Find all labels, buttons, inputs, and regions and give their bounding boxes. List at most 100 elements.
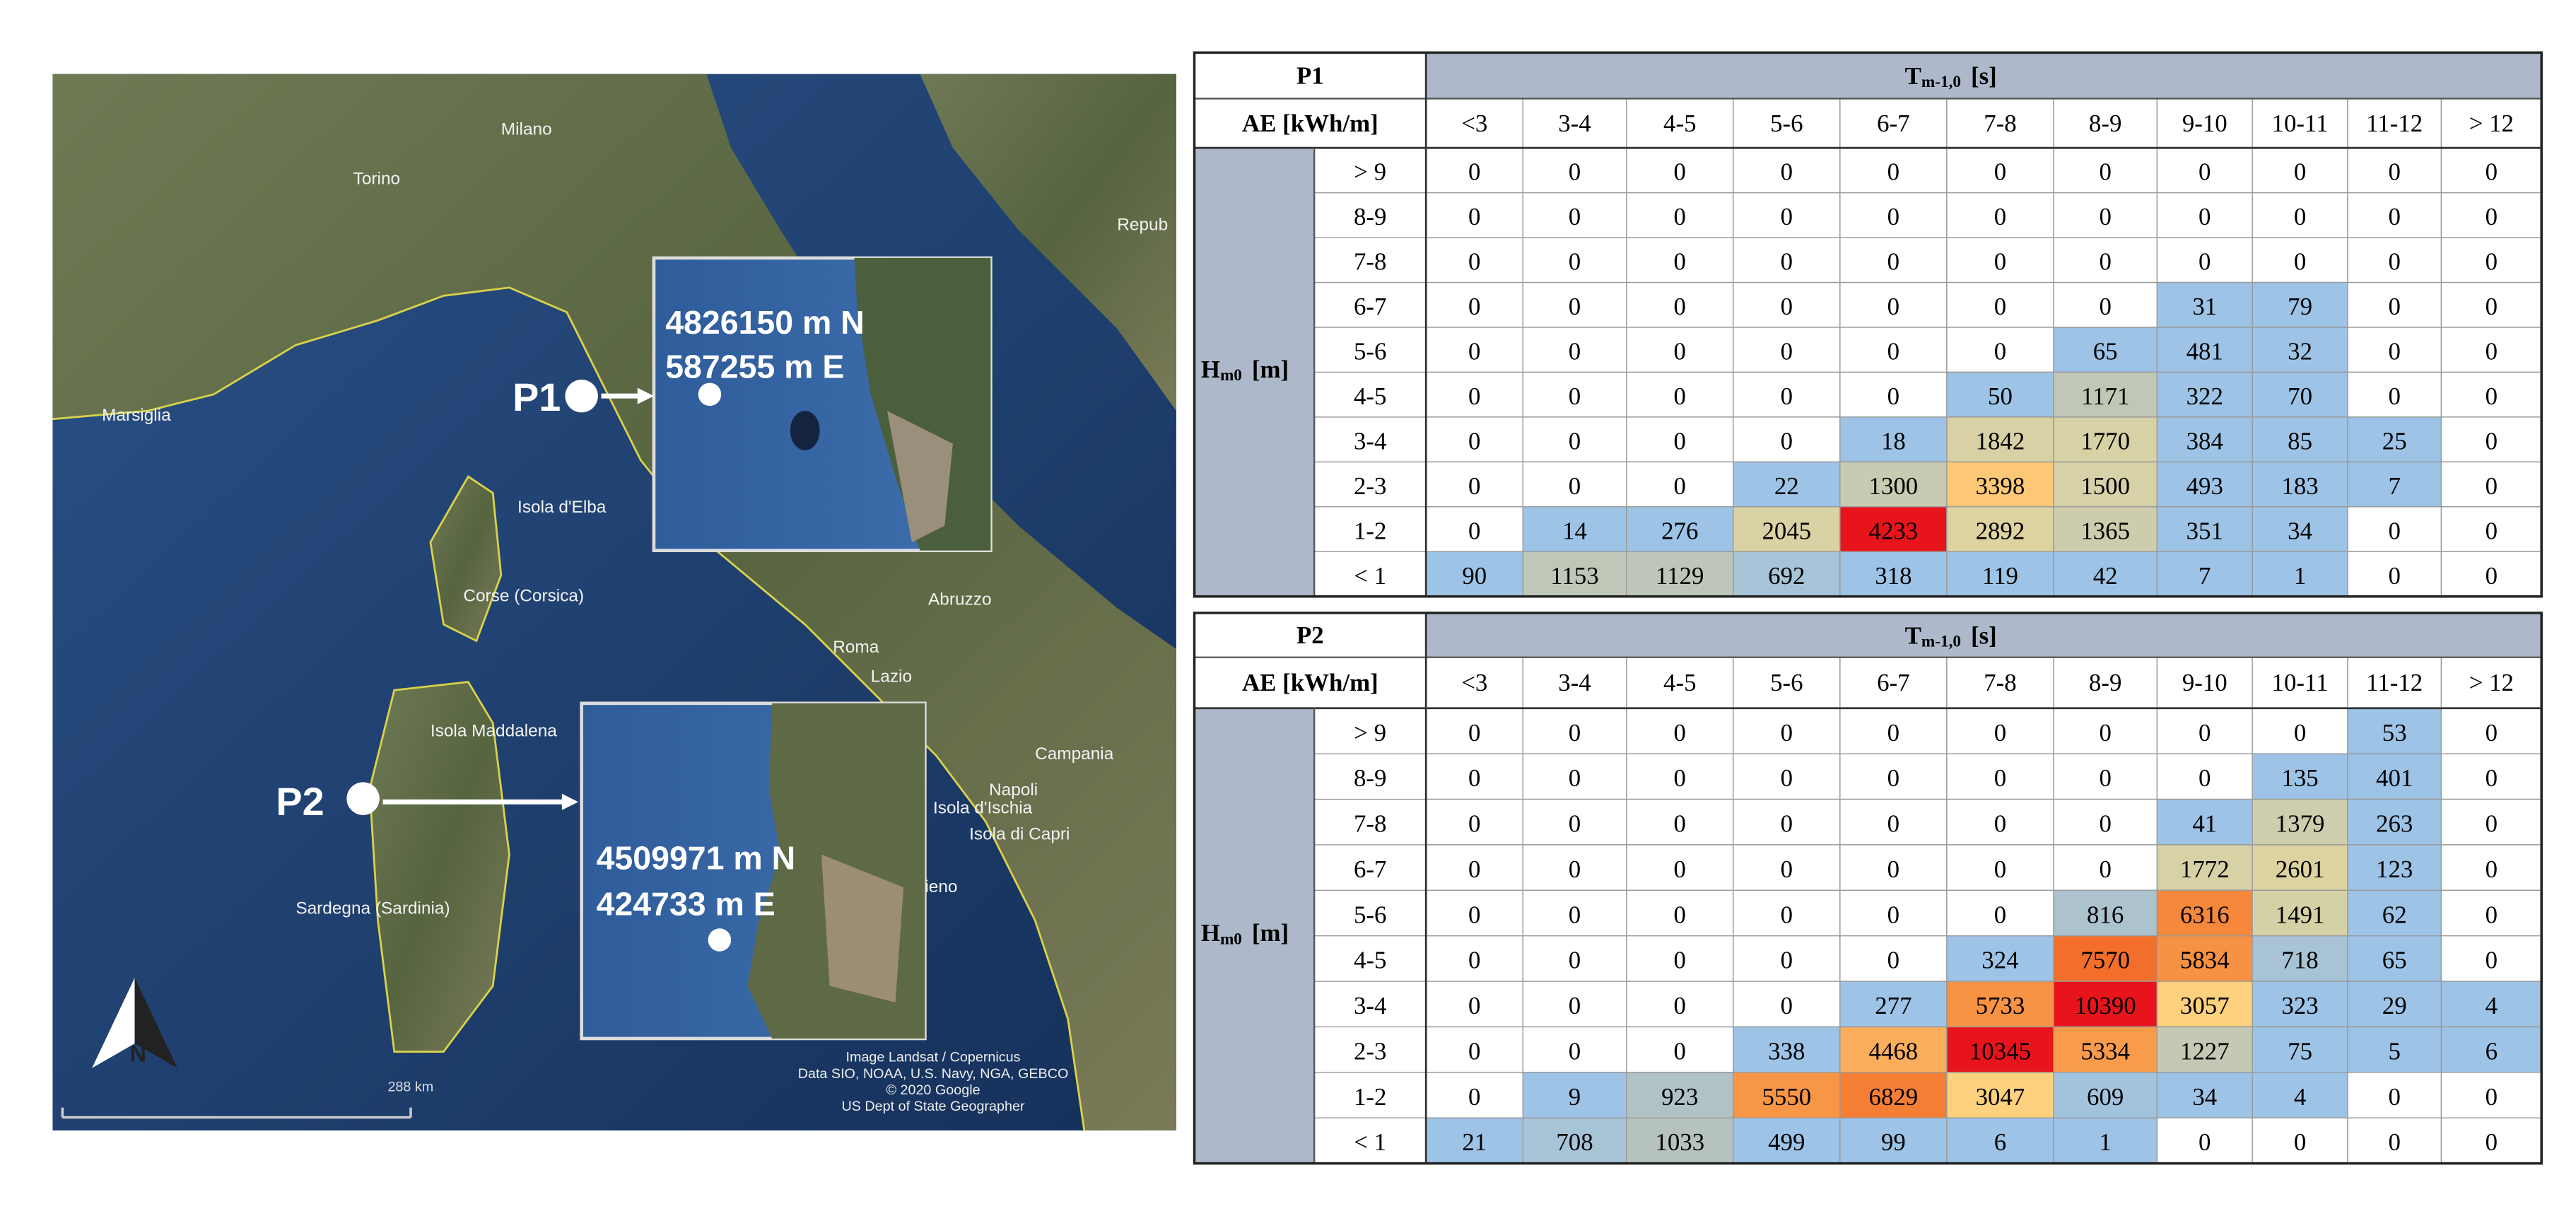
attribution: Data SIO, NOAA, U.S. Navy, NGA, GEBCO (798, 1066, 1069, 1082)
north-label: N (129, 1041, 146, 1067)
cell-value: 816 (2087, 901, 2124, 928)
cell-value: 34 (2288, 517, 2312, 544)
cell (1839, 461, 1948, 508)
cell (2156, 1072, 2253, 1118)
cell (2156, 281, 2253, 328)
cell (1425, 192, 1524, 238)
corner-label: AE [kWh/m] (1242, 669, 1378, 696)
col-label: 11-12 (2366, 669, 2423, 696)
cell-value: 6829 (1869, 1083, 1919, 1111)
cell-value: 0 (2388, 248, 2400, 276)
cell (2347, 551, 2442, 597)
cell-value: 4 (2486, 992, 2498, 1019)
cell (2053, 327, 2158, 373)
cell (2347, 1117, 2442, 1164)
place-label: Marsiglia (102, 406, 171, 425)
col-label: 5-6 (1770, 110, 1803, 137)
cell (2252, 1117, 2348, 1164)
cell (2440, 889, 2542, 937)
cell-value: 0 (1994, 203, 2006, 230)
cell (2053, 708, 2158, 754)
cell (2053, 1026, 2158, 1073)
cell-value: 0 (1674, 901, 1686, 928)
cell (2440, 416, 2542, 463)
cell (1946, 327, 2054, 373)
cell (2156, 1026, 2253, 1073)
cell (1733, 281, 1841, 328)
cell-value: 0 (2199, 248, 2211, 276)
easting: 424733 m E (597, 886, 775, 923)
cell-value: 0 (1569, 472, 1581, 500)
cell (1733, 844, 1841, 891)
row-header-sub: m0 (1220, 366, 1242, 385)
cell-value: 90 (1462, 562, 1487, 590)
cell-value: 1033 (1655, 1128, 1704, 1156)
row-label: < 1 (1354, 1128, 1386, 1156)
cell-value: 1772 (2180, 855, 2230, 883)
cell (2440, 237, 2542, 283)
cell-value: 31 (2192, 293, 2217, 320)
corner-label: AE [kWh/m] (1242, 110, 1378, 137)
tables: 0 0 0 0 0 0 0 0 0 0 0 > 9 0 0 0 0 0 0 0 0 0 0 0 8-9 0 0 0 0 0 0 0 0 0 0 0 7… (1193, 51, 2543, 1165)
col-label: 8-9 (2089, 110, 2121, 137)
cell (1733, 506, 1841, 552)
attribution: US Dept of State Geographer (841, 1099, 1024, 1114)
cell (2053, 147, 2158, 194)
cell-value: 4233 (1869, 517, 1919, 544)
cell-value: 0 (2486, 855, 2498, 883)
cell-value: 0 (1781, 810, 1793, 838)
cell-value: 1227 (2180, 1037, 2230, 1065)
cell-value: 0 (1569, 992, 1581, 1019)
col-label: 7-8 (1984, 110, 2016, 137)
cell-value: 0 (1674, 947, 1686, 974)
cell-value: 0 (2294, 248, 2306, 276)
col-label: 4-5 (1663, 110, 1696, 137)
cell-value: 276 (1661, 517, 1698, 544)
cell-value: 0 (1569, 293, 1581, 320)
cell-value: 1365 (2080, 517, 2130, 544)
cell-value: 5834 (2180, 947, 2230, 974)
cell-value: 3398 (1976, 472, 2025, 500)
cell (1522, 844, 1627, 891)
cell-value: 493 (2186, 472, 2223, 500)
cell-value: 0 (2486, 947, 2498, 974)
table-border (1193, 51, 2543, 598)
col-label-cell (1839, 98, 1948, 148)
place-label: Repub (1117, 215, 1168, 234)
cell-value: 0 (2199, 203, 2211, 230)
cell-value: 0 (1569, 248, 1581, 276)
cell (2440, 1026, 2542, 1073)
cell-value: 1379 (2276, 810, 2325, 838)
p1-arrowhead (637, 387, 654, 404)
cell (1946, 416, 2054, 463)
cell (1946, 1026, 2054, 1073)
cell (2053, 461, 2158, 508)
cell-value: 0 (1569, 382, 1581, 410)
cell (2053, 935, 2158, 982)
cell (2347, 281, 2442, 328)
cell-value: 5 (2388, 1037, 2400, 1065)
cell-value: 0 (2486, 293, 2498, 320)
point-label: P1 (513, 375, 561, 419)
cell (1733, 237, 1841, 283)
cell-value: 0 (2294, 203, 2306, 230)
col-label: 3-4 (1558, 110, 1591, 137)
cell (1425, 708, 1524, 754)
cell (2440, 708, 2542, 754)
place-label: Isola d'Ischia (933, 799, 1033, 818)
cell-value: 25 (2382, 427, 2407, 455)
cell-value: 0 (1468, 901, 1480, 928)
point-label: P2 (276, 780, 324, 824)
row-header: Hm0 [m] (1201, 355, 1289, 385)
cell (2440, 798, 2542, 846)
cell (2053, 1072, 2158, 1118)
cell (2347, 416, 2442, 463)
cell-value: 10345 (1969, 1037, 2031, 1065)
row-label: 6-7 (1354, 293, 1386, 320)
cell-value: 0 (1468, 764, 1480, 792)
cell (1425, 935, 1524, 982)
cell (1626, 981, 1734, 1028)
cell-value: 0 (1887, 158, 1899, 186)
row-label: 1-2 (1354, 1083, 1386, 1111)
cell (1733, 371, 1841, 418)
